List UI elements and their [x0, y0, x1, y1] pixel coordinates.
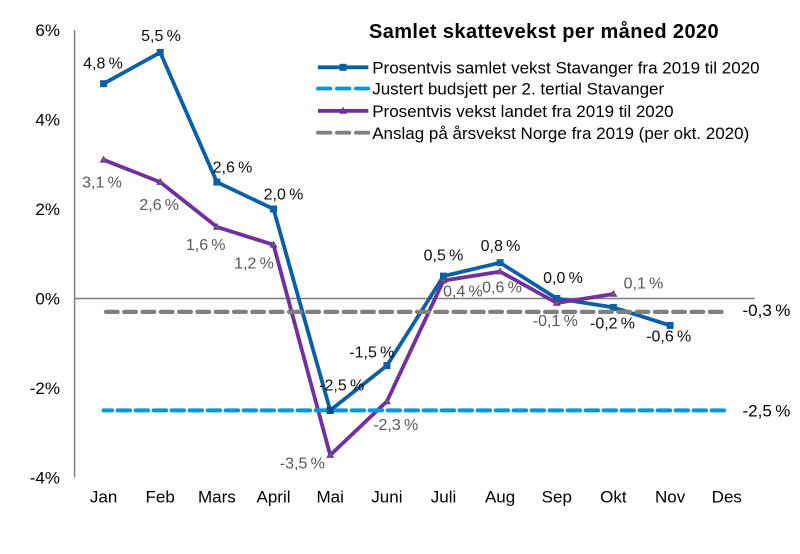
- svg-text:-0,1 %: -0,1 %: [533, 313, 578, 330]
- svg-text:-1,5 %: -1,5 %: [349, 345, 394, 362]
- svg-text:0,1 %: 0,1 %: [624, 276, 664, 293]
- svg-text:-2,3 %: -2,3 %: [373, 417, 418, 434]
- svg-text:1,2 %: 1,2 %: [234, 256, 274, 273]
- svg-text:Juni: Juni: [371, 487, 402, 506]
- svg-text:Nov: Nov: [655, 487, 686, 506]
- svg-text:0,6 %: 0,6 %: [482, 280, 522, 297]
- svg-text:-3,5 %: -3,5 %: [280, 456, 325, 473]
- svg-text:Samlet skattevekst per måned 2: Samlet skattevekst per måned 2020: [369, 20, 719, 43]
- svg-text:Sep: Sep: [542, 487, 572, 506]
- svg-text:Prosentvis samlet vekst Stavan: Prosentvis samlet vekst Stavanger fra 20…: [372, 58, 759, 77]
- svg-text:4,8 %: 4,8 %: [83, 56, 123, 73]
- svg-text:2,6 %: 2,6 %: [139, 197, 179, 214]
- svg-text:2%: 2%: [35, 200, 60, 219]
- svg-text:Mai: Mai: [316, 487, 343, 506]
- svg-text:2,0 %: 2,0 %: [264, 187, 304, 204]
- svg-text:April: April: [256, 487, 290, 506]
- svg-text:0,0 %: 0,0 %: [543, 270, 583, 287]
- svg-text:Justert budsjett per 2. tertia: Justert budsjett per 2. tertial Stavange…: [372, 80, 664, 99]
- svg-text:2,6 %: 2,6 %: [213, 159, 253, 176]
- svg-text:-0,2 %: -0,2 %: [590, 316, 635, 333]
- svg-text:1,6 %: 1,6 %: [186, 237, 226, 254]
- svg-text:4%: 4%: [35, 111, 60, 130]
- svg-text:Feb: Feb: [146, 487, 175, 506]
- svg-text:Jan: Jan: [90, 487, 117, 506]
- svg-text:0,4 %: 0,4 %: [443, 283, 483, 300]
- svg-text:0,5 %: 0,5 %: [424, 248, 464, 265]
- svg-text:-0,6 %: -0,6 %: [646, 328, 691, 345]
- svg-text:0%: 0%: [35, 290, 60, 309]
- svg-text:-4%: -4%: [30, 469, 60, 488]
- svg-text:Juli: Juli: [431, 487, 457, 506]
- svg-text:-2%: -2%: [30, 379, 60, 398]
- svg-text:Prosentvis vekst landet fra 20: Prosentvis vekst landet fra 2019 til 202…: [372, 102, 673, 121]
- svg-text:Okt: Okt: [600, 487, 627, 506]
- svg-text:Anslag på årsvekst Norge fra 2: Anslag på årsvekst Norge fra 2019 (per o…: [372, 124, 749, 143]
- svg-text:3,1 %: 3,1 %: [82, 175, 122, 192]
- svg-text:-2,5 %: -2,5 %: [319, 377, 364, 394]
- svg-text:5,5 %: 5,5 %: [141, 28, 181, 45]
- svg-text:Mars: Mars: [198, 487, 236, 506]
- svg-text:-0,3 %: -0,3 %: [743, 301, 791, 320]
- svg-text:6%: 6%: [35, 21, 60, 40]
- svg-text:-2,5 %: -2,5 %: [743, 401, 791, 420]
- svg-text:0,8 %: 0,8 %: [481, 238, 521, 255]
- svg-text:Des: Des: [712, 487, 742, 506]
- svg-text:Aug: Aug: [485, 487, 515, 506]
